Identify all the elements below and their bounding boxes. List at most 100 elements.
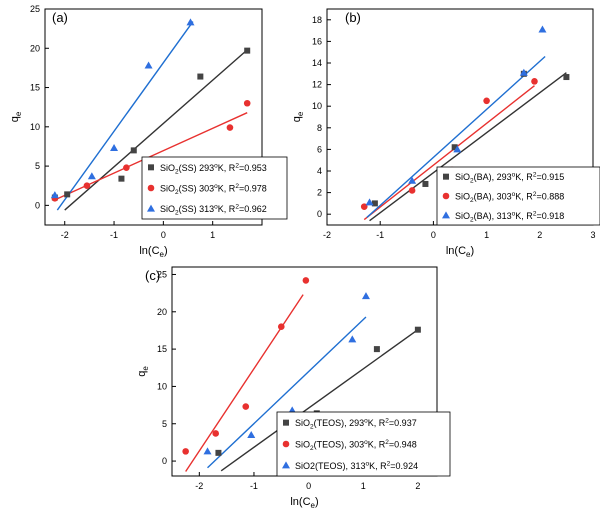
- y-tick-label: 10: [30, 122, 40, 132]
- x-axis-label: ln(Ce): [139, 245, 167, 259]
- legend: SiO2(SS) 293oK, R2=0.953 SiO2(SS) 303oK, …: [141, 156, 288, 220]
- legend-entry: SiO2(SS) 293oK, R2=0.953: [160, 162, 267, 175]
- data-point-circle: [83, 182, 91, 190]
- plot-frame: [44, 8, 263, 226]
- x-tick-label: 3: [590, 230, 595, 240]
- x-tick-label: 1: [210, 230, 215, 240]
- legend-entry: SiO2(SS) 313oK, R2=0.962: [160, 204, 267, 217]
- x-axis-label: ln(Ce): [290, 496, 318, 510]
- legend-box: [276, 411, 451, 477]
- y-tick-label: 10: [312, 101, 322, 111]
- data-point-circle: [483, 97, 490, 105]
- y-axis-label: qe: [9, 111, 23, 122]
- y-tick-label: 15: [30, 83, 40, 93]
- legend-entry: SiO2(BA), 303oK, R2=0.888: [455, 191, 564, 204]
- y-tick-label: 16: [312, 36, 322, 46]
- data-point-square: [371, 200, 378, 207]
- data-point-circle: [123, 164, 130, 171]
- y-tick-label: 25: [30, 4, 40, 14]
- x-tick-label: 0: [306, 481, 311, 491]
- data-point-square: [130, 147, 137, 154]
- legend-marker-triangle: [282, 461, 290, 469]
- y-tick-label: 18: [312, 15, 322, 25]
- data-point-square: [215, 449, 222, 456]
- data-point-triangle: [247, 430, 256, 438]
- legend-entry: SiO2(BA), 313oK, R2=0.918: [455, 210, 564, 223]
- data-point-circle: [302, 277, 310, 284]
- data-point-circle: [212, 430, 220, 437]
- x-tick-label: 2: [537, 230, 542, 240]
- legend-entry: SiO2(SS) 303oK, R2=0.978: [160, 183, 267, 196]
- data-point-triangle: [538, 25, 547, 33]
- x-tick-label: 1: [484, 230, 489, 240]
- data-point-triangle: [519, 68, 528, 76]
- legend-marker-circle: [442, 192, 450, 200]
- legend-marker-circle: [282, 440, 290, 448]
- data-point-circle: [408, 187, 416, 194]
- data-point-triangle: [453, 145, 462, 153]
- y-tick-label: 12: [312, 80, 322, 90]
- x-tick-label: -1: [110, 230, 118, 240]
- y-tick-label: 25: [157, 269, 167, 279]
- data-point-square: [118, 175, 125, 182]
- data-point-triangle: [144, 61, 153, 69]
- data-point-square: [373, 346, 380, 353]
- legend-entry: SiO2(TEOS), 293oK, R2=0.937: [295, 418, 417, 431]
- legend-marker-circle: [147, 184, 155, 192]
- panel-label: (c): [145, 268, 160, 283]
- data-point-square: [197, 73, 204, 80]
- fit-line-triangle: [366, 56, 546, 218]
- legend-marker-triangle: [147, 204, 155, 212]
- legend-marker-square: [283, 419, 289, 426]
- legend-marker-triangle: [442, 211, 450, 219]
- fit-line-square: [369, 72, 567, 222]
- legend-marker-square: [443, 173, 449, 180]
- data-point-circle: [226, 124, 234, 131]
- y-tick-label: 2: [317, 188, 322, 198]
- data-point-square: [64, 191, 71, 198]
- data-point-triangle: [361, 292, 370, 300]
- data-point-circle: [242, 403, 250, 410]
- y-axis-label: qe: [136, 366, 150, 377]
- legend: SiO2(BA), 293oK, R2=0.915 SiO2(BA), 303oK…: [436, 166, 600, 226]
- data-point-triangle: [203, 447, 212, 455]
- y-tick-label: 15: [157, 344, 167, 354]
- y-tick-label: 5: [162, 419, 167, 429]
- x-tick-label: 2: [415, 481, 420, 491]
- panel-label: (b): [345, 10, 361, 25]
- x-tick-label: 0: [161, 230, 166, 240]
- data-point-triangle: [186, 18, 195, 26]
- x-tick-label: -1: [376, 230, 384, 240]
- data-point-circle: [531, 78, 538, 85]
- chart-panel-3: -2 -1 0 1 20510152025(c)ln(Ce)qeSiO2(TEOS), …: [136, 266, 451, 510]
- y-tick-label: 20: [157, 307, 167, 317]
- data-point-triangle: [348, 335, 357, 343]
- data-point-triangle: [87, 172, 96, 180]
- x-tick-label: -2: [61, 230, 69, 240]
- y-tick-label: 10: [157, 381, 167, 391]
- y-axis-label: qe: [291, 111, 305, 122]
- fit-line-square: [220, 329, 419, 472]
- data-point-triangle: [288, 406, 297, 414]
- data-point-circle: [243, 99, 251, 107]
- data-point-square: [414, 326, 421, 333]
- y-tick-label: 20: [30, 43, 40, 53]
- fit-line-square: [64, 49, 248, 211]
- y-tick-label: 0: [162, 456, 167, 466]
- data-point-square: [451, 144, 458, 151]
- x-tick-label: 1: [361, 481, 366, 491]
- fit-line-circle: [185, 294, 304, 472]
- data-point-triangle: [365, 198, 374, 206]
- y-tick-label: 0: [317, 209, 322, 219]
- data-point-triangle: [110, 144, 119, 152]
- legend: SiO2(TEOS), 293oK, R2=0.937 SiO2(TEOS), 3…: [276, 411, 451, 477]
- x-tick-label: -2: [195, 481, 203, 491]
- y-tick-label: 8: [317, 123, 322, 133]
- legend-box: [141, 156, 288, 220]
- y-tick-label: 0: [35, 200, 40, 210]
- x-tick-label: -1: [250, 481, 258, 491]
- data-point-circle: [277, 323, 285, 331]
- data-point-square: [422, 180, 429, 187]
